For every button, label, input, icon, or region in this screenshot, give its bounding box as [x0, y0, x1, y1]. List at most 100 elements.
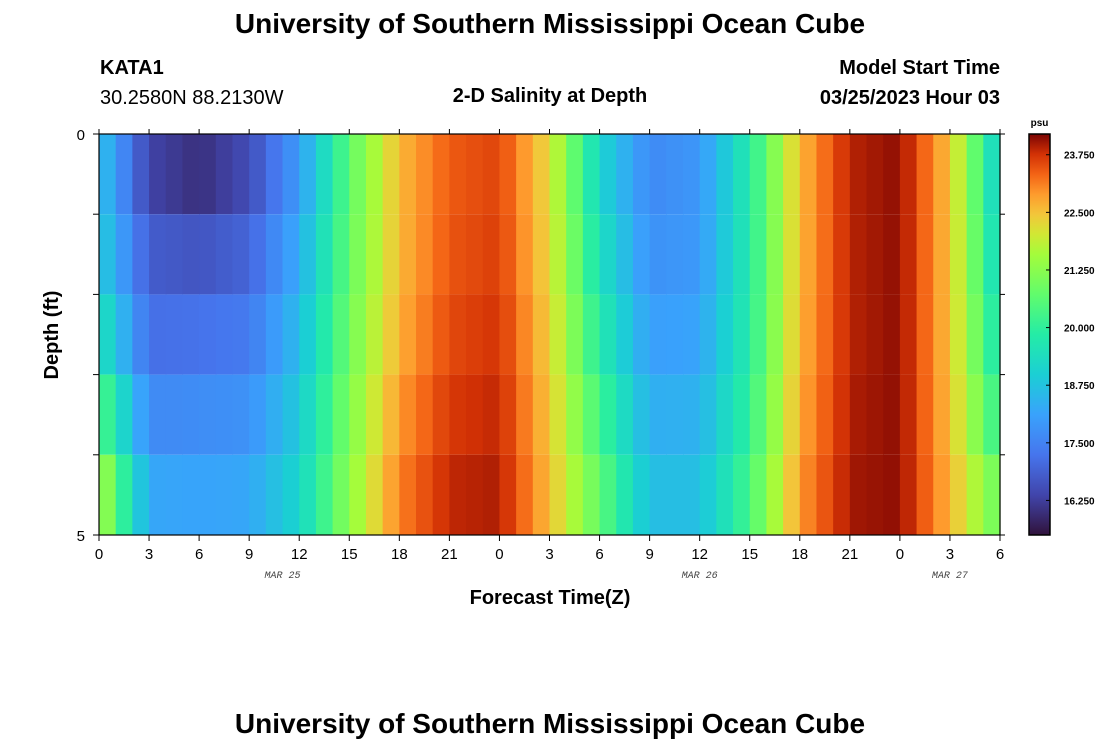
heatmap-cell [115, 134, 133, 215]
heatmap-cell [149, 214, 167, 295]
heatmap-cell [566, 454, 584, 535]
heatmap-cell [632, 294, 651, 375]
heatmap-cell [632, 214, 651, 295]
heatmap-cell [399, 214, 417, 295]
y-axis-ticks: 05 [77, 127, 1005, 545]
heatmap-cell [749, 454, 768, 535]
colorbar-tick-label: 17.500 [1064, 439, 1095, 450]
heatmap-cell [849, 374, 868, 455]
heatmap-cell [649, 294, 667, 375]
heatmap-cell [332, 454, 350, 535]
heatmap-cell [983, 134, 1001, 215]
heatmap-cell [466, 374, 484, 455]
heatmap-cell [983, 374, 1001, 455]
heatmap-cell [733, 134, 751, 215]
heatmap-cell [783, 454, 801, 535]
heatmap-cell [816, 294, 834, 375]
heatmap-cell [149, 134, 167, 215]
heatmap-cell [499, 374, 517, 455]
heatmap-cell [649, 374, 667, 455]
heatmap-cell [599, 294, 617, 375]
heatmap-cell [899, 454, 918, 535]
heatmap-cell [532, 294, 551, 375]
heatmap-cell [516, 134, 534, 215]
heatmap-cell [115, 214, 133, 295]
heatmap-cell [549, 214, 567, 295]
heatmap-cell [282, 214, 300, 295]
heatmap-cell [199, 294, 217, 375]
x-tick-label: 3 [545, 546, 553, 563]
heatmap-cell [432, 374, 450, 455]
heatmap-cell [449, 214, 467, 295]
heatmap-cell [149, 294, 167, 375]
heatmap-cell [215, 454, 234, 535]
heatmap-cell [199, 214, 217, 295]
heatmap-cell [566, 294, 584, 375]
heatmap-cell [382, 134, 400, 215]
heatmap-cell [466, 134, 484, 215]
heatmap-cell [866, 294, 884, 375]
heatmap-cell [499, 134, 517, 215]
colorbar-tick-label: 23.750 [1064, 151, 1095, 162]
colorbar-tick-label: 20.000 [1064, 324, 1095, 335]
heatmap-cell [649, 454, 667, 535]
heatmap-cell [115, 454, 133, 535]
heatmap-cell [582, 454, 601, 535]
heatmap-cell [165, 134, 184, 215]
heatmap-cell [499, 454, 517, 535]
heatmap-cell [599, 214, 617, 295]
heatmap-cell [382, 454, 400, 535]
date-label: MAR 26 [682, 571, 718, 582]
y-tick-label: 5 [77, 528, 85, 545]
heatmap-cell [866, 454, 884, 535]
heatmap-cell [382, 374, 400, 455]
x-tick-label: 21 [441, 546, 458, 563]
heatmap-cell [649, 214, 667, 295]
heatmap-cell [599, 134, 617, 215]
heatmap-cell [349, 134, 367, 215]
heatmap-cell [165, 214, 184, 295]
heatmap-cell [282, 374, 300, 455]
footer-title: University of Southern Mississippi Ocean… [234, 708, 866, 739]
heatmap-cell [282, 294, 300, 375]
heatmap-cell [916, 294, 934, 375]
heatmap-cell [315, 374, 334, 455]
heatmap-cell [883, 374, 901, 455]
heatmap-cell [432, 134, 450, 215]
heatmap-cell [599, 454, 617, 535]
heatmap-cell [282, 454, 300, 535]
heatmap-cell [666, 134, 684, 215]
heatmap-cell [199, 134, 217, 215]
heatmap-cell [933, 454, 951, 535]
heatmap-cell [566, 374, 584, 455]
x-tick-label: 18 [391, 546, 408, 563]
heatmap-cell [833, 454, 851, 535]
model-start-label: Model Start Time [839, 57, 1000, 79]
heatmap-cell [165, 454, 184, 535]
heatmap-cells [99, 134, 1001, 535]
heatmap-cell [165, 374, 184, 455]
heatmap-cell [749, 214, 768, 295]
heatmap-cell [833, 374, 851, 455]
heatmap-cell [482, 294, 501, 375]
heatmap-cell [582, 134, 601, 215]
heatmap-cell [666, 214, 684, 295]
heatmap-cell [733, 294, 751, 375]
heatmap-cell [616, 134, 634, 215]
heatmap-cell [682, 214, 701, 295]
heatmap-cell [632, 134, 651, 215]
station-id: KATA1 [100, 57, 164, 79]
heatmap-cell [466, 454, 484, 535]
heatmap-cell [249, 454, 267, 535]
chart-subtitle: 2-D Salinity at Depth [452, 85, 648, 107]
heatmap-cell [682, 294, 701, 375]
heatmap-cell [816, 134, 834, 215]
heatmap-cell [115, 294, 133, 375]
heatmap-cell [666, 454, 684, 535]
heatmap-cell [265, 294, 284, 375]
heatmap-cell [149, 374, 167, 455]
heatmap-cell [265, 134, 284, 215]
heatmap-cell [215, 214, 234, 295]
x-axis-label: Forecast Time(Z) [470, 587, 631, 609]
